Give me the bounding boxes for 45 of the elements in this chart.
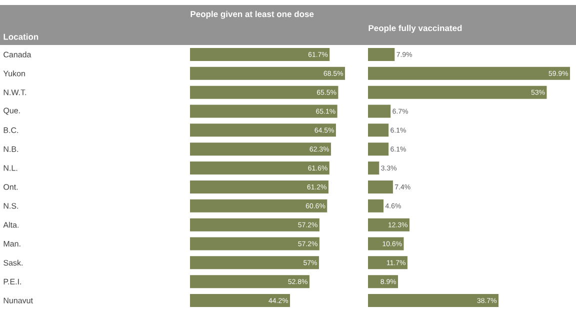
y-tick-label: P.E.I. [4,278,22,284]
bar [368,142,389,156]
bar [368,256,408,270]
bar [368,162,380,175]
chart-title: People given at least one dose [190,10,314,19]
bar [368,86,547,99]
y-tick-label: N.W.T. [4,90,26,96]
bar [368,199,384,212]
bar [190,294,290,308]
bar [368,124,389,137]
y-tick-label: Nunavut [4,298,33,304]
y-tick-label: Que. [4,108,20,115]
bar [368,237,404,250]
bar [190,256,319,270]
y-tick-label: N.L. [4,165,18,171]
bar [190,275,310,288]
y-tick-label: N.S. [4,203,18,209]
bar [190,218,320,232]
y-tick-label: Man. [4,240,20,247]
bar [190,86,338,99]
y-axis-title: Location [4,34,38,40]
chart-title: People fully vaccinated [368,24,462,33]
bar [368,294,499,308]
bar [190,66,345,80]
y-tick-label: B.C. [4,127,18,134]
bar [368,66,570,80]
bar [368,48,395,61]
bar [190,142,331,156]
bar [368,104,391,118]
y-tick-label: Canada [4,52,32,58]
y-tick-label: Ont. [4,184,18,190]
y-tick-label: Sask. [4,260,22,266]
bar [368,180,393,194]
bar [190,162,330,175]
bar [190,180,328,194]
y-tick-label: N.B. [4,146,18,152]
y-tick-label: Alta. [3,222,18,228]
bar [368,275,398,288]
bar [190,199,328,212]
bar [190,48,330,61]
bar [190,104,338,118]
bar [190,237,320,250]
bar [368,218,410,232]
y-tick-label: Yukon [3,70,25,76]
bar [190,124,336,137]
